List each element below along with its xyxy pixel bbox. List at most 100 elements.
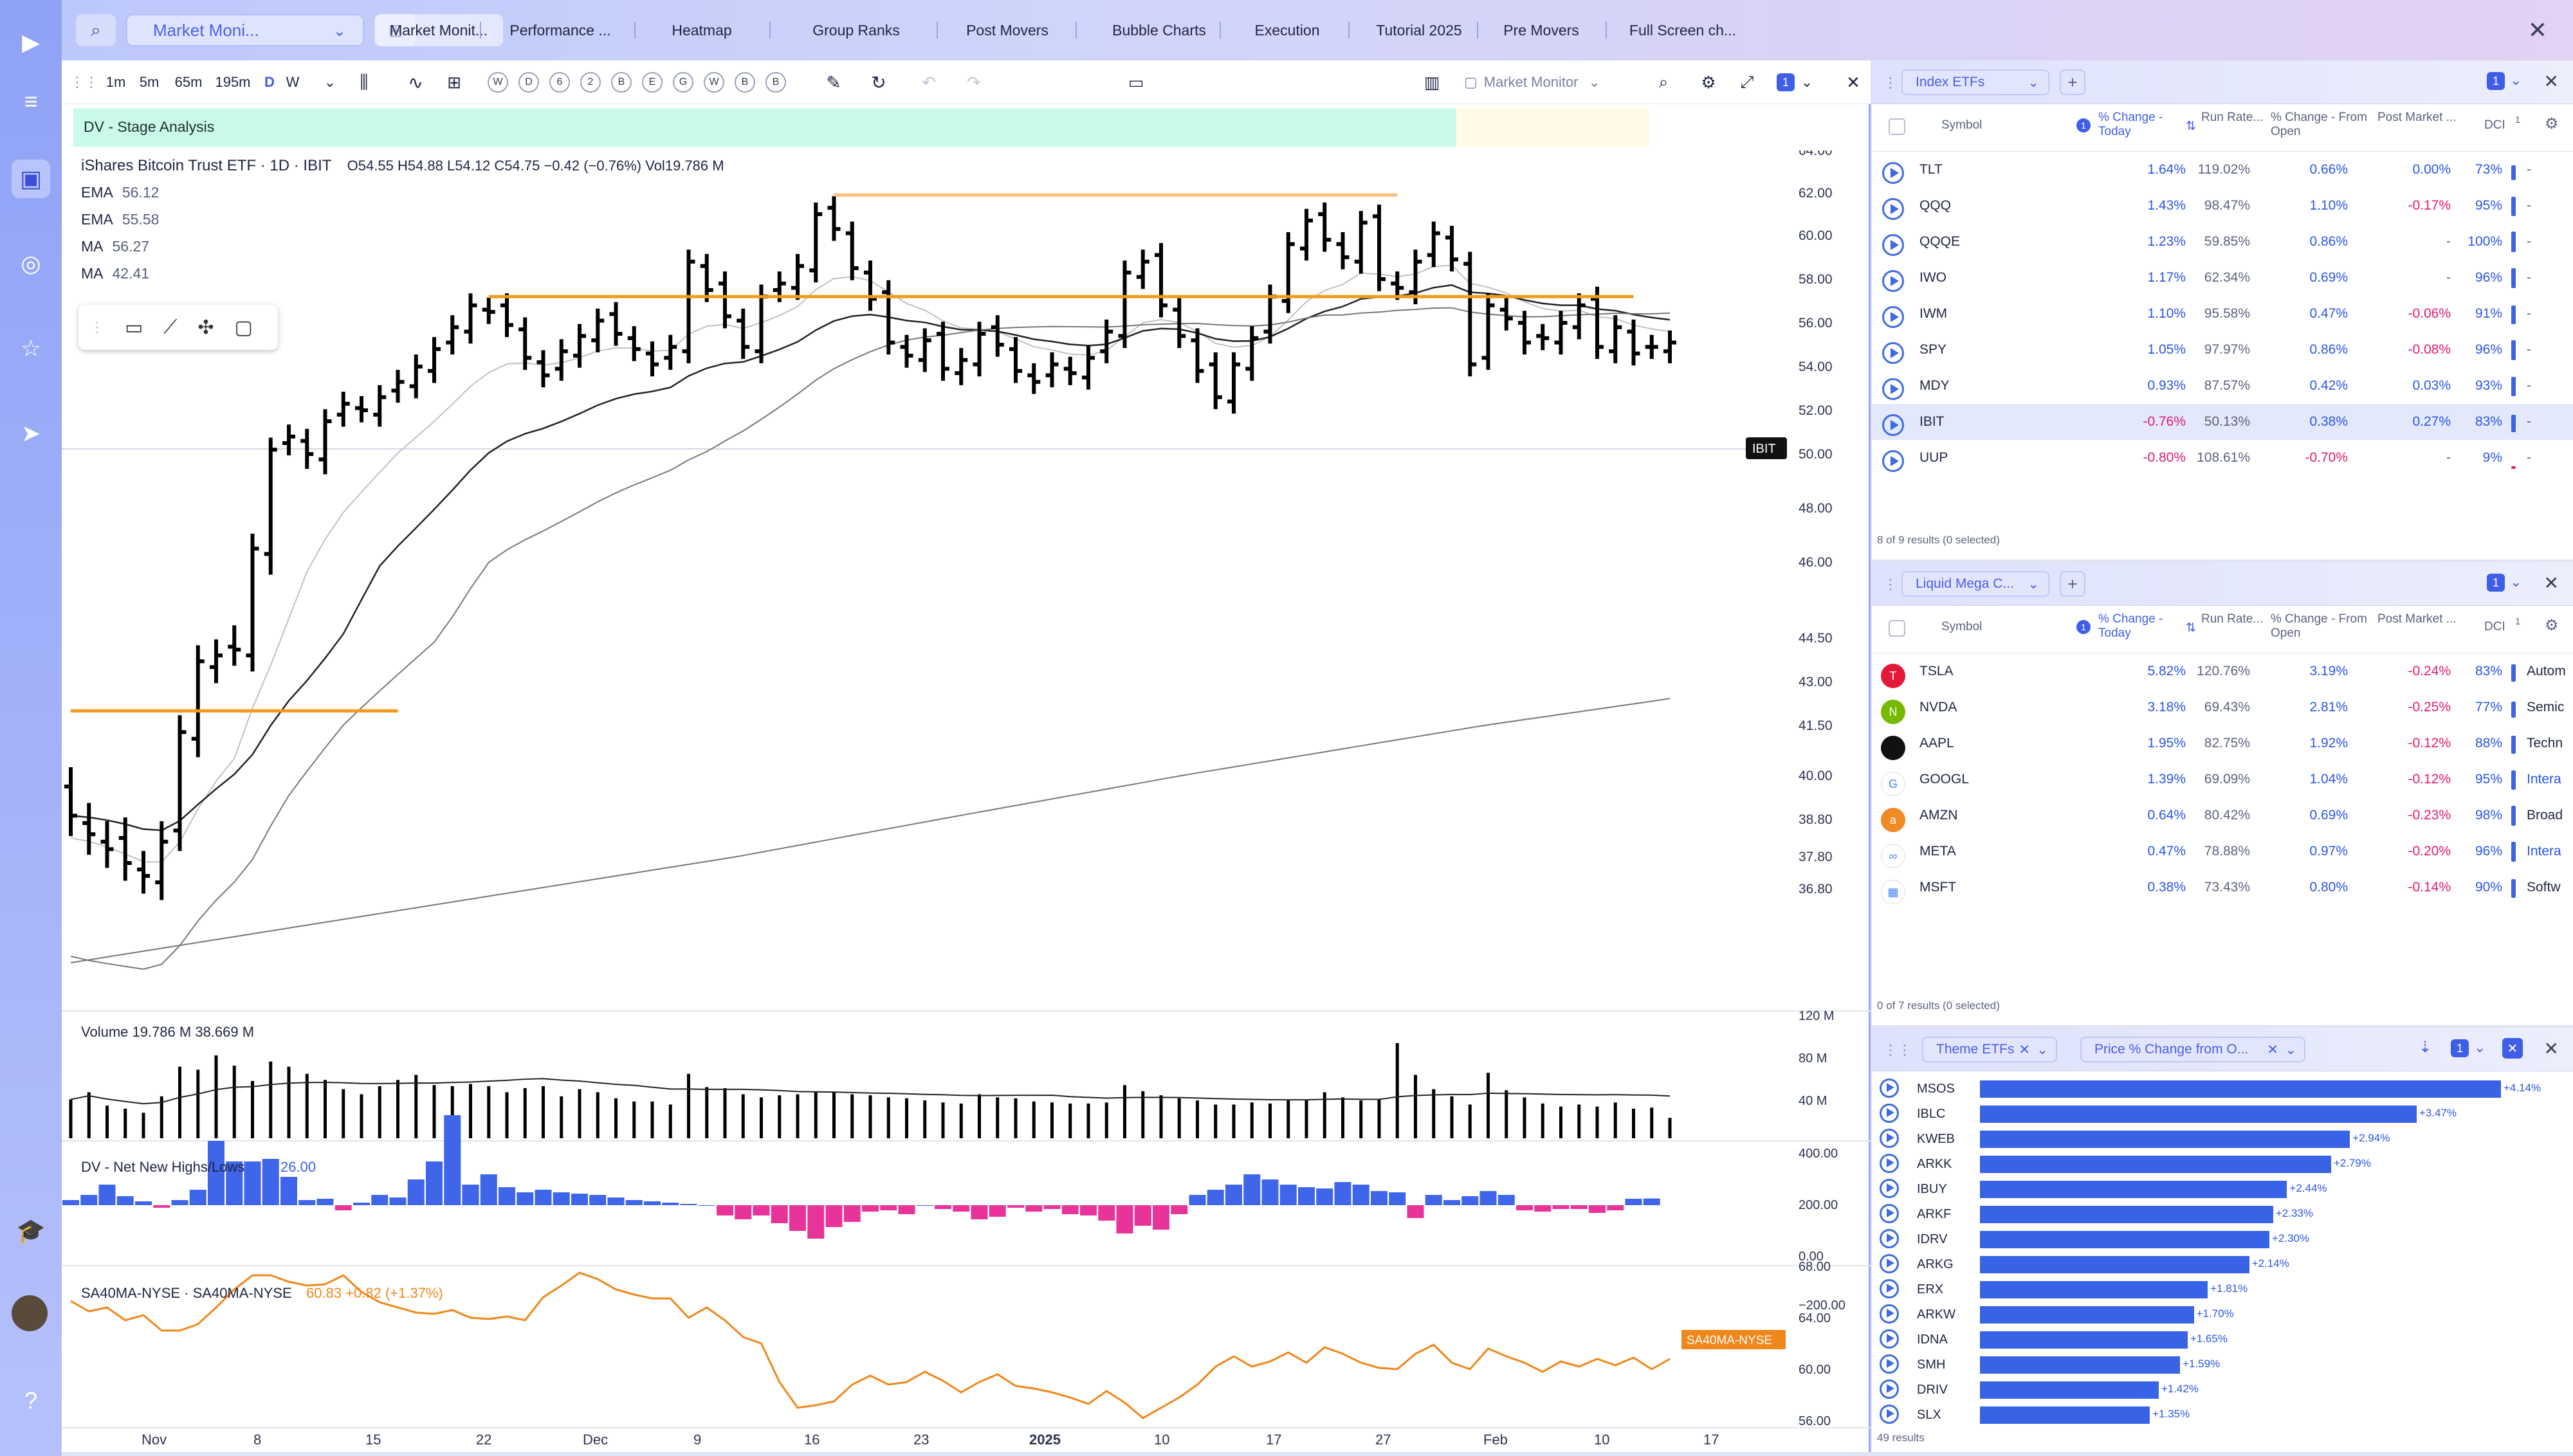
list-item[interactable]: IBLC +3.47%: [1872, 1102, 2573, 1127]
clear-icon[interactable]: ✕: [2019, 1042, 2030, 1057]
indicator-key-9[interactable]: B: [764, 68, 787, 96]
tab-6[interactable]: Execution: [1254, 21, 1320, 39]
table-row[interactable]: T TSLA 5.82% 120.76% 3.19% -0.24% 83% Autom: [1872, 653, 2573, 689]
indicator-key-0[interactable]: W: [486, 68, 509, 96]
list-item[interactable]: KWEB +2.94%: [1872, 1127, 2573, 1152]
table-row[interactable]: IWO 1.17% 62.34% 0.69% - 96% -: [1872, 260, 2573, 296]
chart-canvas[interactable]: 64.00 62.00 60.00 58.00 56.00 54.00 52.00 50.00…: [62, 150, 1871, 1452]
interval-1m[interactable]: 1m: [105, 74, 126, 90]
tab-4[interactable]: Post Movers: [966, 21, 1048, 39]
play-icon[interactable]: [1880, 1354, 1899, 1374]
sort-arrow-icon[interactable]: ⇅: [2186, 621, 2196, 635]
play-icon[interactable]: [1880, 1179, 1899, 1198]
table-row[interactable]: IWM 1.10% 95.58% 0.47% -0.06% 91% -: [1872, 296, 2573, 332]
play-icon[interactable]: [1880, 1204, 1899, 1223]
bar-style-icon[interactable]: ⫼: [360, 71, 369, 92]
table-row[interactable]: ▦ MSFT 0.38% 73.43% 0.80% -0.14% 90% Softw: [1872, 869, 2573, 905]
table-row[interactable]: QQQ 1.43% 98.47% 1.10% -0.17% 95% -: [1872, 188, 2573, 224]
list-item[interactable]: DRIV +1.42%: [1872, 1378, 2573, 1403]
col-pct-today[interactable]: % Change - Today: [2098, 612, 2163, 640]
indicator-key-8[interactable]: B: [733, 68, 756, 96]
list-item[interactable]: ARKG +2.14%: [1872, 1252, 2573, 1277]
drag-handle-icon[interactable]: ⋮⋮: [70, 74, 98, 90]
select-all-checkbox[interactable]: [1889, 620, 1905, 637]
table-row[interactable]: IBIT -0.76% 50.13% 0.38% 0.27% 83% -: [1872, 404, 2573, 440]
table-row[interactable]: N NVDA 3.18% 69.43% 2.81% -0.25% 77% Semic: [1872, 689, 2573, 725]
link-badge[interactable]: 1: [1777, 73, 1795, 91]
star-icon[interactable]: ☆: [20, 335, 42, 361]
col-symbol[interactable]: Symbol: [1941, 620, 1982, 633]
play-icon[interactable]: [1882, 414, 1904, 436]
col-pct-today[interactable]: % Change - Today: [2098, 111, 2163, 138]
list-item[interactable]: IDNA +1.65%: [1872, 1327, 2573, 1352]
gear-icon[interactable]: ⚙: [2545, 617, 2559, 634]
link-badge[interactable]: 1: [2487, 574, 2505, 592]
fib-tool-icon[interactable]: ✣: [197, 316, 214, 338]
play-icon[interactable]: [1882, 162, 1904, 184]
play-icon[interactable]: [1880, 1279, 1899, 1298]
list-item[interactable]: IDRV +2.30%: [1872, 1227, 2573, 1252]
watchlist-selector[interactable]: Liquid Mega C... ⌄: [1901, 571, 2049, 597]
indicators-icon[interactable]: ∿: [408, 72, 423, 93]
indicator-key-3[interactable]: 2: [579, 68, 602, 96]
play-icon[interactable]: [1882, 450, 1904, 472]
close-icon[interactable]: ✕: [2543, 71, 2559, 91]
col-dci[interactable]: DCI: [2484, 118, 2505, 132]
chevron-down-icon[interactable]: ⌄: [2510, 72, 2522, 88]
play-icon[interactable]: [1882, 198, 1904, 220]
refresh-icon[interactable]: ↻: [871, 72, 886, 93]
indicator-key-5[interactable]: E: [641, 68, 664, 96]
table-row[interactable]: a AMZN 0.64% 80.42% 0.69% -0.23% 98% Broad: [1872, 797, 2573, 833]
pencil-icon[interactable]: ✎: [826, 72, 841, 93]
list-item[interactable]: SMH +1.59%: [1872, 1352, 2573, 1378]
play-icon[interactable]: [1880, 1154, 1899, 1173]
drag-handle-icon[interactable]: ⋮: [90, 319, 104, 335]
indicator-key-6[interactable]: G: [672, 68, 695, 96]
table-row[interactable]: ∞ META 0.47% 78.88% 0.97% -0.20% 96% Intera: [1872, 833, 2573, 869]
table-row[interactable]: SPY 1.05% 97.97% 0.86% -0.08% 96% -: [1872, 332, 2573, 368]
interval-W[interactable]: W: [286, 74, 300, 90]
app-logo-icon[interactable]: ▶: [22, 29, 40, 55]
clear-icon[interactable]: ✕: [2267, 1042, 2278, 1057]
indicator-key-7[interactable]: W: [702, 68, 726, 96]
sort-icon[interactable]: ⇣: [2419, 1039, 2432, 1056]
interval-195m[interactable]: 195m: [215, 74, 251, 90]
drag-handle-icon[interactable]: ⋮⋮: [1883, 1042, 1912, 1058]
play-icon[interactable]: [1880, 1078, 1899, 1098]
col-symbol[interactable]: Symbol: [1941, 118, 1982, 132]
list-item[interactable]: ARKK +2.79%: [1872, 1152, 2573, 1177]
play-icon[interactable]: [1880, 1304, 1899, 1324]
x-toggle-icon[interactable]: ✕: [2502, 1038, 2523, 1059]
metric-filter[interactable]: Price % Change from O... ✕ ⌄: [2080, 1037, 2305, 1062]
play-icon[interactable]: [1882, 342, 1904, 364]
play-icon[interactable]: [1880, 1129, 1899, 1148]
play-icon[interactable]: [1882, 378, 1904, 400]
fullscreen-icon[interactable]: ⤢: [1740, 72, 1754, 91]
redo-icon[interactable]: ↷: [967, 72, 981, 92]
add-tab-button[interactable]: +: [2060, 69, 2085, 95]
play-icon[interactable]: [1880, 1104, 1899, 1123]
tab-8[interactable]: Pre Movers: [1503, 21, 1579, 39]
templates-icon[interactable]: ⊞: [447, 72, 461, 92]
tab-3[interactable]: Group Ranks: [812, 21, 900, 39]
tab-5[interactable]: Bubble Charts: [1112, 21, 1206, 39]
tab-1[interactable]: Performance ...: [509, 21, 611, 39]
indicator-key-2[interactable]: 6: [548, 68, 571, 96]
play-icon[interactable]: [1880, 1405, 1899, 1424]
close-icon[interactable]: ✕: [2543, 1039, 2559, 1059]
table-row[interactable]: QQQE 1.23% 59.85% 0.86% - 100% -: [1872, 224, 2573, 260]
indicator-key-1[interactable]: D: [517, 68, 540, 96]
chevron-down-icon[interactable]: ⌄: [2510, 574, 2522, 590]
col-run-rate[interactable]: Run Rate...: [2201, 612, 2264, 626]
list-item[interactable]: ARKF +2.33%: [1872, 1202, 2573, 1227]
play-icon[interactable]: [1880, 1254, 1899, 1273]
col-from-open[interactable]: % Change - From Open: [2271, 612, 2367, 640]
watchlist-selector[interactable]: Index ETFs ⌄: [1901, 69, 2049, 95]
chevron-down-icon[interactable]: ⌄: [324, 74, 336, 90]
play-icon[interactable]: [1880, 1329, 1899, 1349]
col-post-market[interactable]: Post Market ...: [2377, 111, 2457, 124]
select-all-checkbox[interactable]: [1889, 118, 1905, 135]
interval-65m[interactable]: 65m: [174, 74, 203, 90]
layout-name-dropdown[interactable]: ▢ Market Monitor ⌄: [1464, 68, 1638, 96]
chevron-down-icon[interactable]: ⌄: [1800, 74, 1813, 90]
